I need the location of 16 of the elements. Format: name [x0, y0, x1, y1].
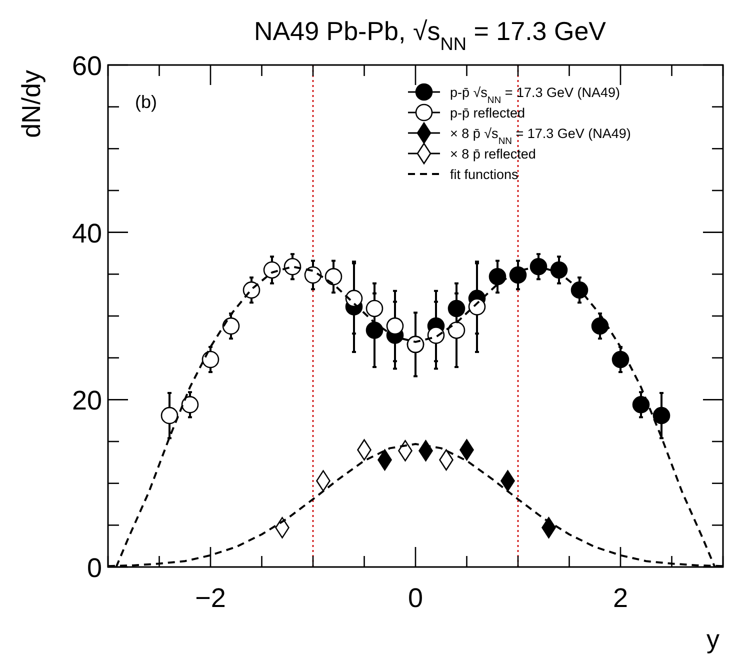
x-tick-label: −2 [195, 583, 226, 613]
legend-label: p-p̄ √s$_{NN}$ = 17.3 GeV (NA49) [450, 85, 620, 106]
legend-label: × 8 p̄ √s$_{NN}$ = 17.3 GeV (NA49) [450, 126, 631, 146]
chart-title: NA49 Pb-Pb, √s$_{NN}$ = 17.3 GeV [254, 16, 607, 54]
y-axis-title: dN/dy [16, 70, 46, 138]
legend-label: × 8 p̄ reflected [450, 146, 536, 162]
y-tick-label: 60 [72, 51, 102, 81]
legend-label: p-p̄ reflected [450, 106, 526, 120]
y-tick-label: 40 [72, 218, 102, 248]
annotation: (b) [135, 92, 157, 112]
y-tick-label: 20 [72, 386, 102, 416]
x-axis-title: y [706, 624, 720, 654]
legend-label: fit functions [450, 167, 519, 182]
x-tick-label: 2 [612, 583, 628, 613]
y-tick-label: 0 [86, 553, 102, 583]
x-tick-label: 0 [408, 583, 424, 613]
